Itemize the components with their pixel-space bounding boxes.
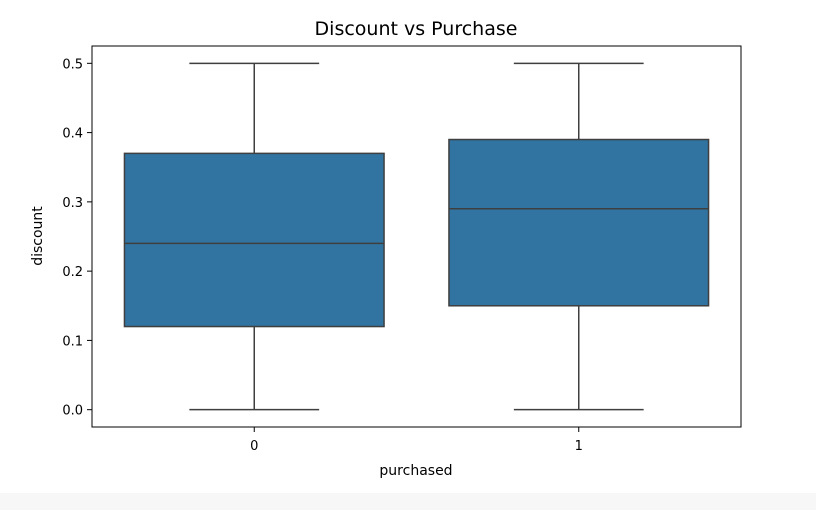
box-group-0 bbox=[123, 62, 385, 411]
box-0 bbox=[123, 152, 385, 328]
y-tick-label-5: 0.5 bbox=[62, 57, 83, 72]
y-tick-label-1: 0.1 bbox=[62, 334, 83, 349]
box-group-1 bbox=[448, 62, 710, 411]
x-axis-label: purchased bbox=[379, 463, 452, 479]
y-tick-label-0: 0.0 bbox=[62, 404, 83, 419]
x-tick-label-1: 1 bbox=[575, 439, 583, 454]
y-tick-label-2: 0.2 bbox=[62, 265, 83, 280]
axes-frame bbox=[91, 45, 742, 428]
box-1 bbox=[448, 138, 710, 307]
y-axis-label: discount bbox=[30, 206, 46, 266]
chart-title: Discount vs Purchase bbox=[315, 18, 518, 40]
y-tick-label-3: 0.3 bbox=[62, 196, 83, 211]
y-tick-label-4: 0.4 bbox=[62, 127, 83, 142]
plot-area bbox=[123, 62, 710, 411]
x-tick-label-0: 0 bbox=[250, 439, 258, 454]
bottom-strip bbox=[0, 493, 816, 510]
